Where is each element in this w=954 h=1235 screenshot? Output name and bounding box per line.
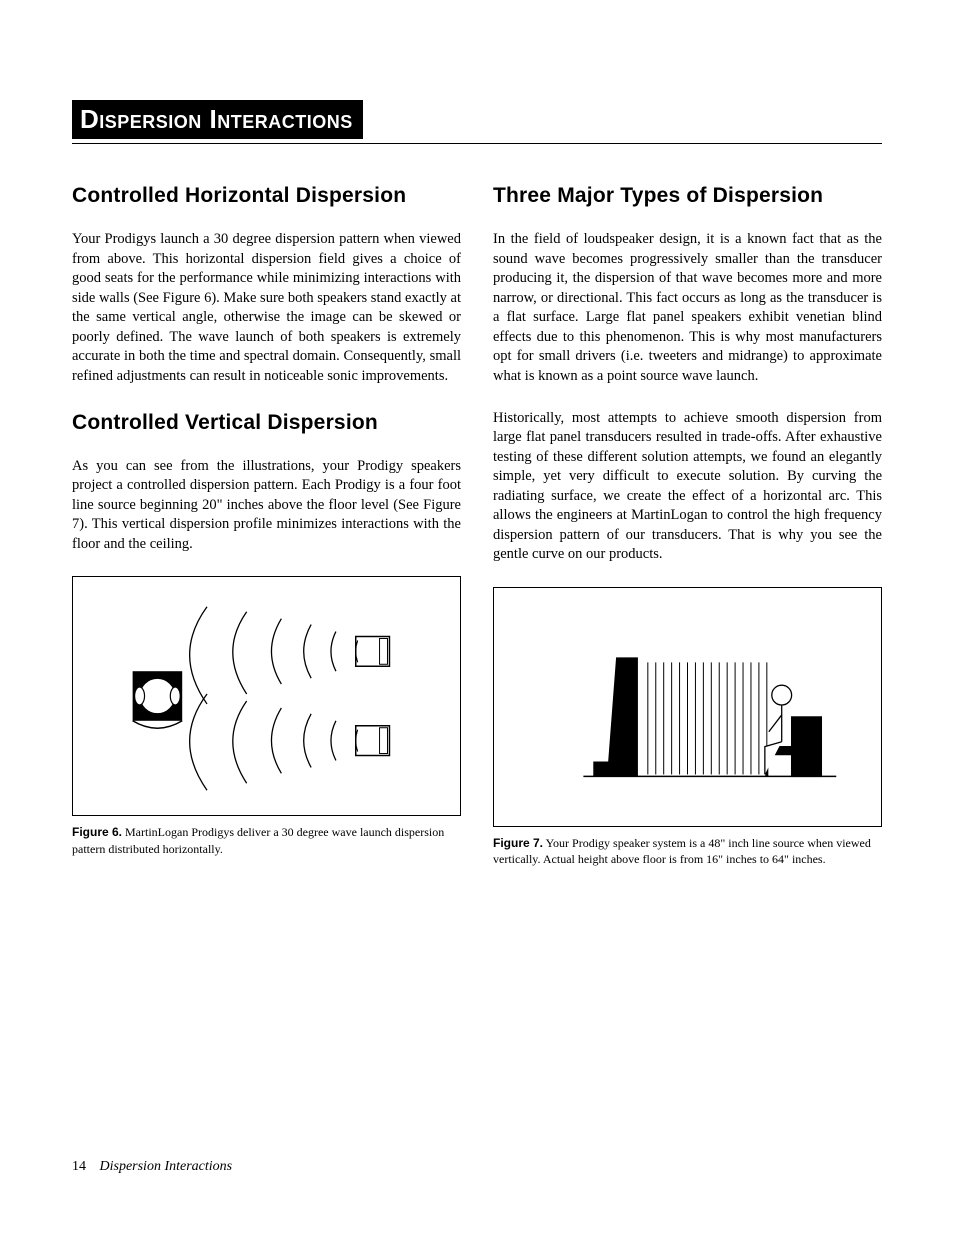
page-footer: 14 Dispersion Interactions	[72, 1159, 232, 1175]
figure-6-text: MartinLogan Prodigys deliver a 30 degree…	[72, 825, 444, 855]
figure-6-box	[72, 576, 461, 816]
heading-controlled-horizontal: Controlled Horizontal Dispersion	[72, 184, 461, 208]
figure-7-text: Your Prodigy speaker system is a 48" inc…	[493, 836, 871, 866]
figure-7-label: Figure 7.	[493, 836, 543, 850]
para-types-1: In the field of loudspeaker design, it i…	[493, 230, 882, 387]
para-types-2: Historically, most attempts to achieve s…	[493, 409, 882, 566]
footer-section-title: Dispersion Interactions	[100, 1159, 233, 1174]
page-number: 14	[72, 1159, 86, 1174]
figure-6-caption: Figure 6. MartinLogan Prodigys deliver a…	[72, 824, 461, 856]
right-column: Three Major Types of Dispersion In the f…	[493, 184, 882, 867]
figure-7-box	[493, 587, 882, 827]
figure-7-svg	[494, 588, 881, 826]
heading-controlled-vertical: Controlled Vertical Dispersion	[72, 411, 461, 435]
para-vertical: As you can see from the illustrations, y…	[72, 457, 461, 555]
heading-three-types: Three Major Types of Dispersion	[493, 184, 882, 208]
para-horizontal: Your Prodigys launch a 30 degree dispers…	[72, 230, 461, 387]
figure-7-caption: Figure 7. Your Prodigy speaker system is…	[493, 835, 882, 867]
page-title: Dispersion Interactions	[72, 100, 363, 139]
figure-6-svg	[73, 577, 460, 815]
content-columns: Controlled Horizontal Dispersion Your Pr…	[72, 184, 882, 867]
title-bar: Dispersion Interactions	[72, 100, 882, 144]
figure-6-label: Figure 6.	[72, 825, 122, 839]
left-column: Controlled Horizontal Dispersion Your Pr…	[72, 184, 461, 867]
